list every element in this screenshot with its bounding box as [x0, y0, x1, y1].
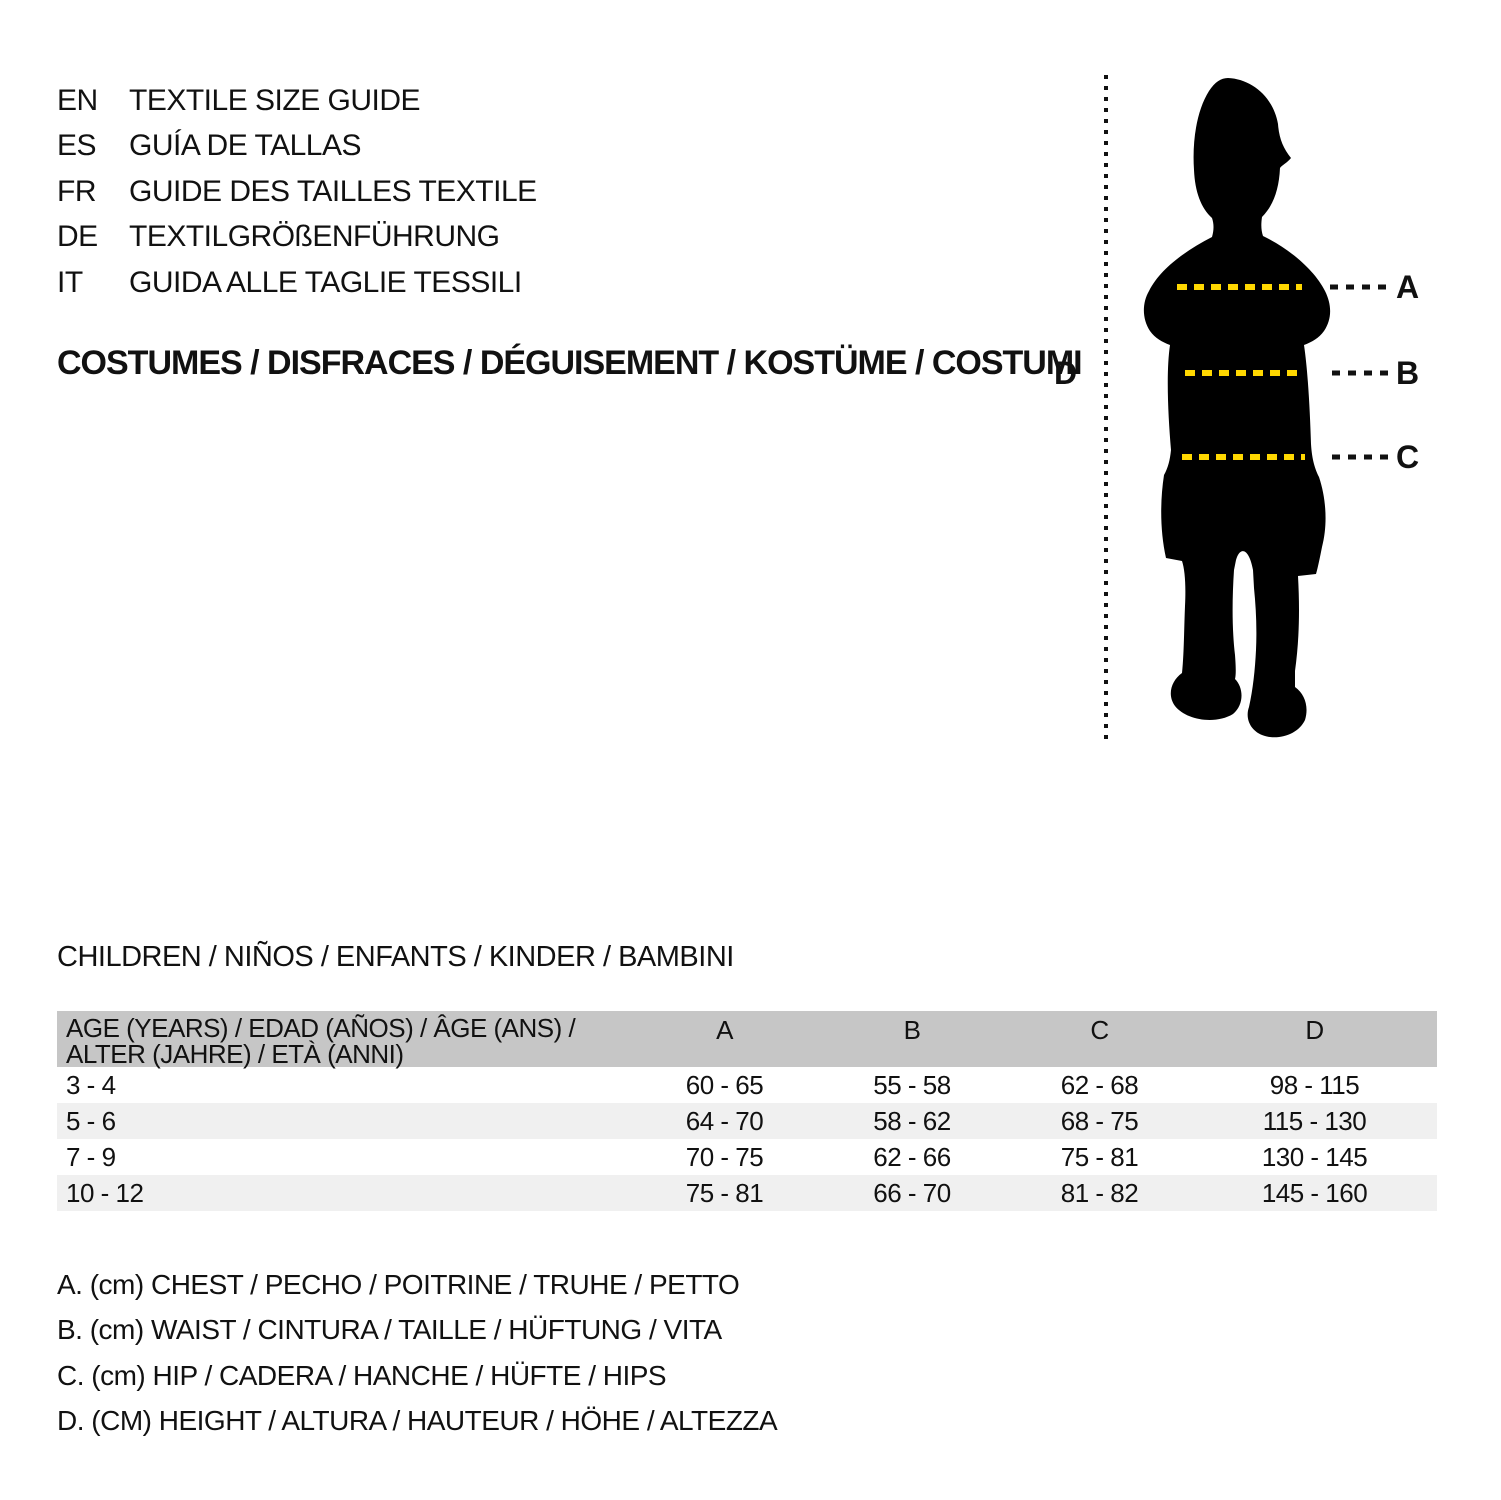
chest-cell: 75 - 81 [685, 1177, 764, 1208]
height-cell: 130 - 145 [1261, 1141, 1368, 1172]
hip-label: C [1396, 439, 1419, 475]
table-row: 7 - 9 70 - 75 62 - 66 75 - 81 130 - 145 [57, 1139, 1437, 1175]
column-header-d: D [1192, 1011, 1437, 1067]
category-title: COSTUMES / DISFRACES / DÉGUISEMENT / KOS… [57, 344, 1083, 382]
size-table: AGE (YEARS) / EDAD (AÑOS) / ÂGE (ANS) / … [57, 1011, 1437, 1211]
waist-cell: 66 - 70 [873, 1177, 951, 1208]
table-row: 10 - 12 75 - 81 66 - 70 81 - 82 145 - 16… [57, 1175, 1437, 1211]
height-label: D [1054, 355, 1077, 391]
height-cell: 115 - 130 [1262, 1105, 1367, 1136]
column-header-a: A [632, 1011, 817, 1067]
size-table-header-row: AGE (YEARS) / EDAD (AÑOS) / ÂGE (ANS) / … [57, 1011, 1437, 1067]
hip-cell: 75 - 81 [1060, 1141, 1139, 1172]
chest-cell: 60 - 65 [685, 1069, 764, 1100]
language-code: EN [57, 84, 98, 117]
chest-cell: 64 - 70 [685, 1105, 764, 1136]
waist-cell: 62 - 66 [873, 1141, 951, 1172]
column-header-b: B [817, 1011, 1007, 1067]
legend-height: D. (CM) HEIGHT / ALTURA / HAUTEUR / HÖHE… [57, 1405, 778, 1436]
height-cell: 145 - 160 [1261, 1177, 1368, 1208]
language-label: GUIDA ALLE TAGLIE TESSILI [129, 266, 522, 299]
waist-cell: 55 - 58 [873, 1069, 951, 1100]
language-label: TEXTILE SIZE GUIDE [129, 84, 421, 117]
measurement-figure: A B C D [1040, 60, 1460, 760]
table-row: 5 - 6 64 - 70 58 - 62 68 - 75 115 - 130 [57, 1103, 1437, 1139]
language-label: GUÍA DE TALLAS [129, 129, 362, 162]
waist-cell: 58 - 62 [873, 1105, 951, 1136]
hip-cell: 81 - 82 [1060, 1177, 1139, 1208]
age-header-line1: AGE (YEARS) / EDAD (AÑOS) / ÂGE (ANS) / [66, 1013, 576, 1043]
age-cell: 5 - 6 [66, 1105, 116, 1136]
section-title-children: CHILDREN / NIÑOS / ENFANTS / KINDER / BA… [57, 941, 734, 973]
chest-label: A [1396, 269, 1419, 305]
language-code: DE [57, 220, 98, 253]
language-label: GUIDE DES TAILLES TEXTILE [129, 175, 537, 208]
language-row-en: EN TEXTILE SIZE GUIDE [57, 84, 707, 118]
language-code: IT [57, 266, 83, 299]
height-cell: 98 - 115 [1269, 1069, 1360, 1100]
column-header-c: C [1007, 1011, 1192, 1067]
language-row-fr: FR GUIDE DES TAILLES TEXTILE [57, 175, 707, 209]
legend-chest: A. (cm) CHEST / PECHO / POITRINE / TRUHE… [57, 1269, 740, 1300]
age-cell: 3 - 4 [66, 1069, 116, 1100]
hip-cell: 62 - 68 [1060, 1069, 1139, 1100]
age-column-header: AGE (YEARS) / EDAD (AÑOS) / ÂGE (ANS) / … [57, 1011, 632, 1067]
language-code: ES [57, 129, 97, 162]
table-row: 3 - 4 60 - 65 55 - 58 62 - 68 98 - 115 [57, 1067, 1437, 1103]
language-row-de: DE TEXTILGRÖßENFÜHRUNG [57, 220, 707, 254]
child-silhouette [1143, 78, 1331, 738]
language-row-it: IT GUIDA ALLE TAGLIE TESSILI [57, 266, 707, 300]
hip-cell: 68 - 75 [1060, 1105, 1139, 1136]
language-row-es: ES GUÍA DE TALLAS [57, 129, 707, 163]
age-cell: 10 - 12 [66, 1177, 144, 1208]
waist-label: B [1396, 355, 1419, 391]
language-code: FR [57, 175, 97, 208]
age-cell: 7 - 9 [66, 1141, 116, 1172]
language-label: TEXTILGRÖßENFÜHRUNG [129, 220, 500, 253]
chest-cell: 70 - 75 [685, 1141, 764, 1172]
legend-waist: B. (cm) WAIST / CINTURA / TAILLE / HÜFTU… [57, 1314, 722, 1345]
age-header-line2: ALTER (JAHRE) / ETÀ (ANNI) [66, 1039, 404, 1069]
legend-hip: C. (cm) HIP / CADERA / HANCHE / HÜFTE / … [57, 1360, 667, 1391]
